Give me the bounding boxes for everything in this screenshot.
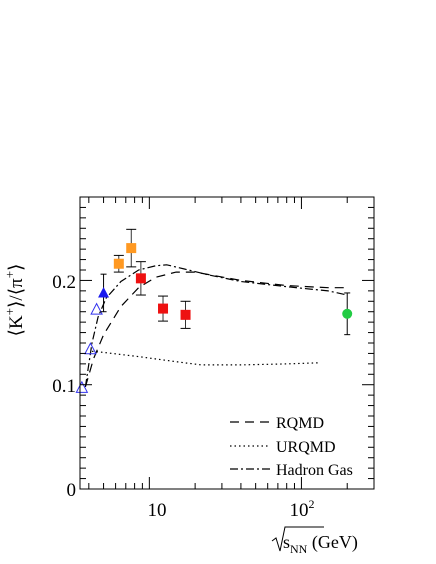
legend-label: Hadron Gas: [276, 462, 353, 479]
y-tick-label: 0.1: [52, 376, 76, 397]
x-tick-label: 10: [148, 500, 167, 521]
y-tick-label: 0.2: [52, 272, 76, 293]
axis-ticks: [80, 196, 375, 490]
data-point-triangle-open: [84, 342, 97, 355]
svg-text:⟨K+⟩/⟨π+⟩: ⟨K+⟩/⟨π+⟩: [2, 264, 27, 337]
data-point-triangle: [98, 286, 110, 298]
legend: RQMD URQMD Hadron Gas: [230, 415, 353, 479]
legend-label: RQMD: [276, 415, 324, 432]
data-point-triangle-open: [90, 302, 103, 315]
data-points: [75, 228, 353, 393]
curve-urqmd: [91, 350, 319, 366]
data-point-square: [113, 258, 124, 269]
y-axis-label: ⟨K+⟩/⟨π+⟩: [2, 264, 27, 337]
svg-text:sNN (GeV): sNN (GeV): [283, 532, 358, 556]
data-point-square: [180, 309, 191, 320]
curve-hadron-gas: [84, 264, 348, 387]
legend-label: URQMD: [276, 439, 336, 456]
x-tick-label: 102: [290, 497, 315, 521]
y-tick-label: 0: [67, 480, 77, 501]
data-point-square: [158, 303, 169, 314]
data-point-circle: [342, 308, 353, 319]
data-point-triangle-open: [75, 380, 89, 393]
x-axis-label: sNN (GeV): [271, 526, 358, 556]
data-point-square: [135, 273, 146, 284]
data-point-square: [126, 243, 137, 254]
model-curves: [84, 264, 348, 387]
curve-rqmd: [84, 271, 348, 387]
